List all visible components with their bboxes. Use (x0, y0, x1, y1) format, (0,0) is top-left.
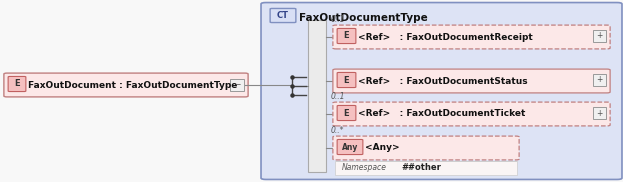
FancyBboxPatch shape (231, 79, 244, 91)
Text: 0..1: 0..1 (331, 92, 346, 101)
Text: +: + (596, 108, 602, 118)
Text: ##other: ##other (401, 163, 441, 173)
Text: <Any>: <Any> (365, 143, 399, 153)
FancyBboxPatch shape (4, 73, 248, 97)
Text: Any: Any (342, 143, 358, 151)
FancyBboxPatch shape (333, 69, 610, 93)
FancyBboxPatch shape (593, 107, 606, 119)
Text: FaxOutDocument : FaxOutDocumentType: FaxOutDocument : FaxOutDocumentType (28, 80, 237, 90)
FancyBboxPatch shape (333, 136, 519, 160)
Text: E: E (344, 108, 350, 118)
Text: E: E (344, 31, 350, 41)
Text: E: E (344, 76, 350, 84)
FancyBboxPatch shape (335, 161, 517, 175)
Text: E: E (14, 80, 20, 88)
Text: −: − (234, 80, 240, 90)
FancyBboxPatch shape (337, 28, 356, 43)
Text: 0..*: 0..* (331, 126, 345, 135)
FancyBboxPatch shape (333, 102, 610, 126)
Text: <Ref>   : FaxOutDocumentReceipt: <Ref> : FaxOutDocumentReceipt (358, 33, 533, 41)
FancyBboxPatch shape (261, 3, 622, 179)
FancyBboxPatch shape (337, 139, 363, 155)
FancyBboxPatch shape (593, 30, 606, 42)
FancyBboxPatch shape (8, 76, 26, 92)
Text: <Ref>   : FaxOutDocumentTicket: <Ref> : FaxOutDocumentTicket (358, 110, 525, 118)
FancyBboxPatch shape (337, 105, 356, 120)
Text: +: + (596, 31, 602, 41)
FancyBboxPatch shape (333, 25, 610, 49)
FancyBboxPatch shape (593, 74, 606, 86)
Bar (308, 20, 326, 172)
FancyBboxPatch shape (337, 72, 356, 88)
Text: FaxOutDocumentType: FaxOutDocumentType (299, 13, 428, 23)
Text: 0..1: 0..1 (331, 15, 346, 24)
FancyBboxPatch shape (270, 8, 296, 23)
Text: +: + (596, 76, 602, 84)
Text: <Ref>   : FaxOutDocumentStatus: <Ref> : FaxOutDocumentStatus (358, 76, 528, 86)
Text: CT: CT (277, 11, 289, 20)
Text: Namespace: Namespace (342, 163, 387, 173)
